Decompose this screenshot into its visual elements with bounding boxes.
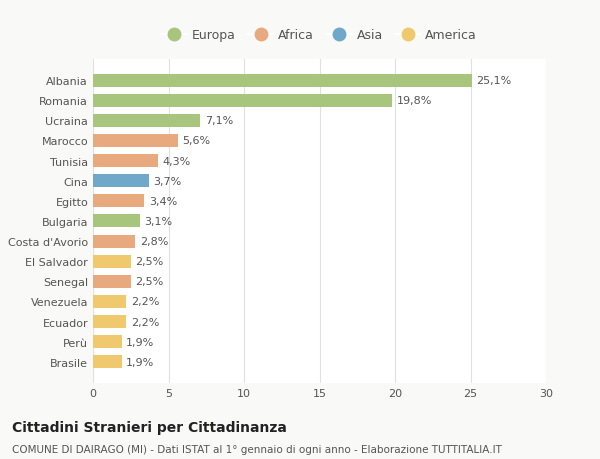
Bar	[93, 235, 135, 248]
Bar	[93, 155, 158, 168]
Bar	[93, 315, 126, 328]
Bar	[93, 356, 122, 369]
Bar	[93, 275, 131, 288]
Text: 2,8%: 2,8%	[140, 236, 168, 246]
Bar	[93, 175, 149, 188]
Bar	[93, 195, 145, 208]
Text: 19,8%: 19,8%	[397, 96, 432, 106]
Text: 5,6%: 5,6%	[182, 136, 210, 146]
Text: 2,2%: 2,2%	[131, 317, 159, 327]
Bar	[93, 134, 178, 148]
Text: 2,2%: 2,2%	[131, 297, 159, 307]
Bar	[93, 74, 472, 87]
Text: 2,5%: 2,5%	[135, 257, 164, 267]
Text: 25,1%: 25,1%	[476, 76, 512, 86]
Bar	[93, 215, 140, 228]
Text: COMUNE DI DAIRAGO (MI) - Dati ISTAT al 1° gennaio di ogni anno - Elaborazione TU: COMUNE DI DAIRAGO (MI) - Dati ISTAT al 1…	[12, 444, 502, 454]
Bar	[93, 95, 392, 107]
Text: 4,3%: 4,3%	[163, 156, 191, 166]
Bar	[93, 255, 131, 268]
Text: 1,9%: 1,9%	[126, 337, 154, 347]
Text: 3,7%: 3,7%	[154, 176, 182, 186]
Text: 3,4%: 3,4%	[149, 196, 177, 207]
Bar	[93, 295, 126, 308]
Text: Cittadini Stranieri per Cittadinanza: Cittadini Stranieri per Cittadinanza	[12, 420, 287, 434]
Text: 2,5%: 2,5%	[135, 277, 164, 287]
Text: 1,9%: 1,9%	[126, 357, 154, 367]
Bar	[93, 336, 122, 348]
Legend: Europa, Africa, Asia, America: Europa, Africa, Asia, America	[157, 24, 482, 47]
Text: 3,1%: 3,1%	[145, 217, 172, 226]
Text: 7,1%: 7,1%	[205, 116, 233, 126]
Bar	[93, 115, 200, 128]
